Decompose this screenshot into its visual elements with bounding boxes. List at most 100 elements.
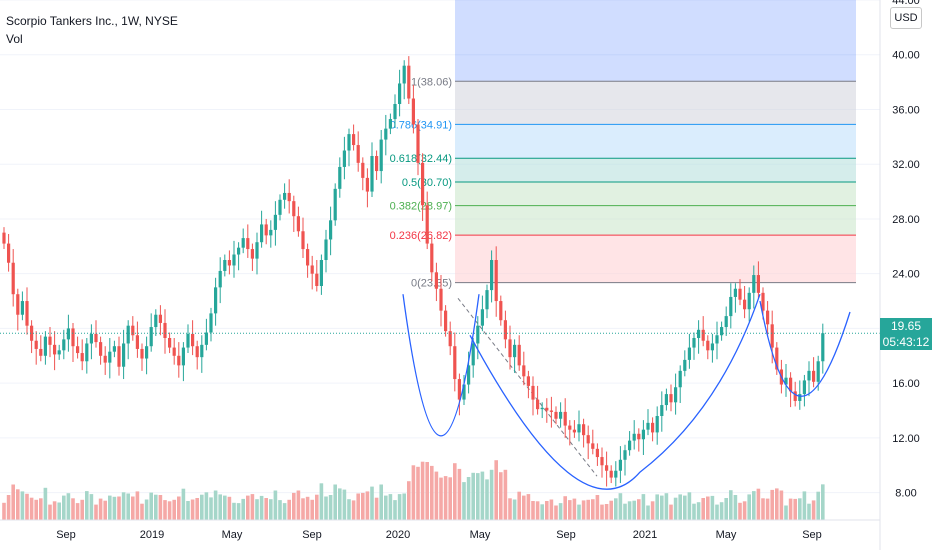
left-cup-curve [402, 294, 480, 437]
volume-bar [715, 504, 719, 520]
candle-body [609, 470, 613, 478]
candle-body [618, 459, 622, 471]
volume-bar [112, 496, 117, 520]
volume-bar [646, 505, 650, 520]
fib-level-label: 0.236(26.82) [390, 230, 452, 242]
volume-bar [34, 499, 38, 520]
candle-body [802, 380, 806, 395]
volume-bar [517, 491, 521, 520]
candle-body [448, 331, 452, 347]
volume-bar [264, 498, 268, 520]
volume-bar [494, 460, 498, 520]
candle-body [641, 429, 645, 440]
volume-bar [319, 483, 324, 520]
main-cup-curve [469, 293, 761, 490]
volume-bar [140, 503, 144, 520]
candle-body [738, 288, 742, 300]
volume-bar [370, 486, 374, 520]
candle-body [729, 296, 733, 317]
volume-bar [480, 471, 485, 520]
volume-bar [683, 495, 687, 520]
candle-body [218, 270, 222, 288]
last-price-tag: 19.65 [880, 318, 932, 334]
candle-body [678, 370, 682, 388]
candle-body [434, 272, 438, 289]
volume-bar [135, 491, 140, 520]
candle-body [697, 329, 701, 338]
volume-bar [765, 498, 770, 520]
volume-bar [439, 477, 443, 520]
volume-bar [287, 499, 291, 520]
candle-body [200, 344, 204, 358]
candle-body [756, 275, 760, 293]
price-tick-label: 12.00 [892, 433, 920, 445]
time-tick-label: Sep [802, 529, 822, 541]
volume-bar [531, 501, 535, 520]
time-tick-label: Sep [302, 529, 322, 541]
volume-bar [80, 499, 84, 520]
volume-bar [241, 498, 245, 520]
volume-bar [581, 500, 586, 520]
volume-bar [407, 481, 411, 520]
candle-body [816, 361, 820, 382]
fib-level-label: 0.382(28.97) [390, 201, 452, 213]
volume-bar [600, 504, 604, 520]
candle-body [471, 343, 475, 366]
volume-bar [775, 488, 779, 520]
candle-body [315, 273, 319, 286]
candle-body [80, 353, 84, 362]
volume-bar [466, 477, 471, 520]
candle-body [310, 265, 314, 274]
candle-body [126, 325, 130, 344]
candle-body [145, 346, 149, 359]
candle-body [752, 275, 756, 293]
candle-body [20, 301, 24, 315]
candle-body [563, 411, 567, 426]
volume-bar [411, 465, 416, 520]
candle-body [499, 301, 503, 321]
volume-bar [338, 488, 342, 520]
candle-body [595, 448, 599, 458]
candle-body [821, 333, 825, 362]
candle-body [122, 343, 126, 367]
volume-bar [618, 493, 623, 520]
volume-bar [278, 500, 282, 520]
candle-body [223, 260, 227, 271]
currency-button[interactable]: USD [890, 7, 922, 29]
volume-bar [6, 495, 11, 520]
candle-body [30, 325, 34, 341]
volume-bar [719, 502, 724, 520]
candle-body [292, 201, 296, 217]
candle-body [103, 355, 107, 363]
volume-bar [195, 498, 199, 520]
volume-bar [16, 489, 20, 520]
candle-body [715, 335, 719, 344]
candle-body [16, 294, 20, 315]
candle-body [108, 351, 112, 363]
volume-bar [733, 495, 738, 520]
volume-bar [259, 495, 264, 520]
volume-bar [144, 499, 149, 520]
volume-bar [402, 493, 406, 520]
volume-bar [158, 495, 163, 520]
volume-bar [223, 495, 227, 520]
volume-bar [729, 490, 733, 520]
candle-body [393, 104, 397, 120]
candle-body [365, 177, 369, 192]
volume-bar [324, 496, 328, 520]
volume-bar [269, 499, 273, 520]
volume-bar [692, 503, 696, 520]
fib-band [455, 235, 856, 283]
volume-bar [108, 495, 112, 520]
volume-bar [75, 503, 80, 520]
volume-bar [821, 484, 825, 520]
candle-body [227, 260, 231, 266]
candle-body [66, 328, 70, 340]
candle-body [669, 394, 673, 403]
volume-bar [62, 495, 66, 520]
volume-bar [149, 492, 153, 520]
candle-body [342, 150, 346, 167]
time-tick-label: May [470, 529, 491, 541]
